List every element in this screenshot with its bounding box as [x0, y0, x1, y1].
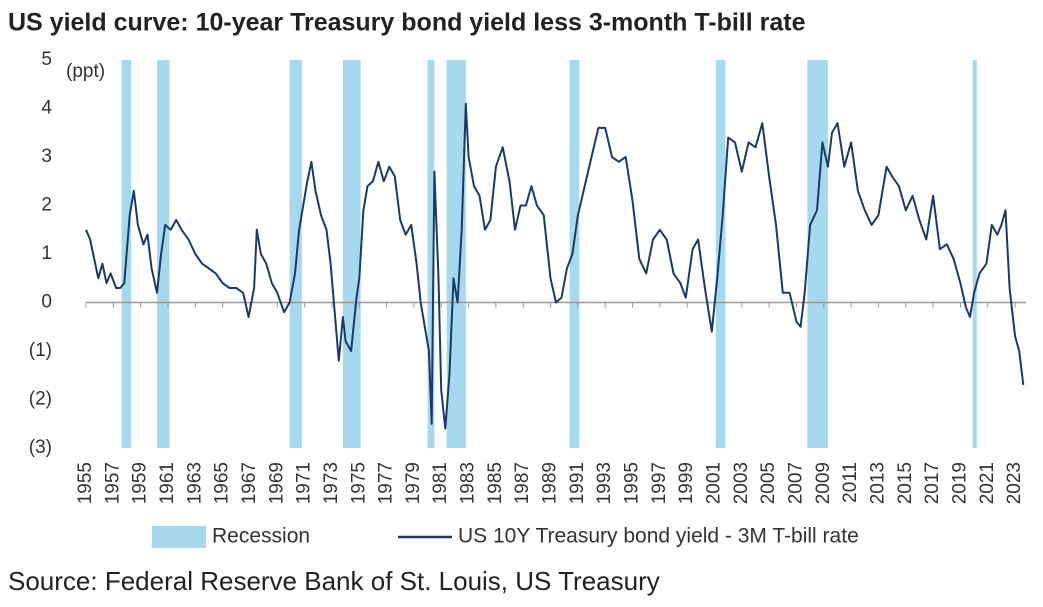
x-tick-label: 1985	[485, 462, 506, 504]
x-tick-label: 1967	[239, 462, 260, 504]
x-tick-label: 2019	[949, 462, 970, 504]
x-tick-label: 1977	[376, 462, 397, 504]
x-tick-label: 2021	[977, 462, 998, 504]
y-tick-label: 0	[41, 292, 52, 313]
y-tick-label: 5	[41, 49, 52, 70]
x-tick-label: 1959	[130, 462, 151, 504]
recession-band	[715, 60, 726, 448]
recession-band	[157, 60, 170, 448]
x-tick-label: 1983	[458, 462, 479, 504]
x-tick-label: 1973	[321, 462, 342, 504]
x-tick-label: 1979	[403, 462, 424, 504]
legend-label: US 10Y Treasury bond yield - 3M T-bill r…	[458, 525, 859, 548]
recession-band	[342, 60, 361, 448]
x-tick-label: 1975	[348, 462, 369, 504]
x-tick-label: 2011	[840, 462, 861, 503]
y-tick-label: 3	[41, 146, 52, 167]
x-tick-label: 1963	[184, 462, 205, 504]
y-tick-label: (1)	[29, 340, 52, 361]
y-tick-label: 4	[41, 98, 52, 119]
x-tick-label: 2013	[867, 462, 888, 504]
x-tick-label: 1987	[512, 462, 533, 504]
recession-band	[289, 60, 302, 448]
x-tick-label: 2005	[758, 462, 779, 504]
x-tick-label: 2009	[813, 462, 834, 504]
x-tick-label: 2023	[1004, 462, 1025, 504]
legend-label: Recession	[212, 525, 310, 548]
recession-band	[569, 60, 580, 448]
source: Source: Federal Reserve Bank of St. Loui…	[8, 566, 660, 596]
x-tick-label: 1993	[594, 462, 615, 504]
y-tick-label: 2	[41, 195, 52, 216]
x-tick-label: 1999	[676, 462, 697, 504]
x-tick-label: 1969	[266, 462, 287, 504]
x-tick-label: 1997	[649, 462, 670, 504]
x-tick-label: 1965	[212, 462, 233, 504]
x-tick-label: 1971	[294, 462, 315, 504]
x-tick-label: 1989	[540, 462, 561, 504]
series-line	[85, 102, 1025, 430]
y-tick-label: 1	[41, 243, 52, 264]
x-tick-label: 1995	[622, 462, 643, 504]
recession-band	[807, 60, 828, 448]
legend-swatch	[152, 526, 206, 548]
x-tick-label: 1961	[157, 462, 178, 504]
x-tick-label: 2015	[895, 462, 916, 504]
x-tick-label: 1991	[567, 462, 588, 504]
recession-band	[446, 60, 466, 448]
recession-band	[972, 60, 977, 448]
x-tick-label: 1981	[430, 462, 451, 504]
y-axis-label: (ppt)	[66, 61, 105, 82]
recession-band	[427, 60, 435, 448]
x-tick-label: 2001	[704, 462, 725, 504]
x-tick-label: 2003	[731, 462, 752, 504]
x-tick-label: 1955	[75, 462, 96, 504]
y-tick-label: (2)	[29, 389, 52, 410]
x-tick-label: 2017	[922, 462, 943, 504]
x-tick-label: 1957	[102, 462, 123, 504]
y-tick-label: (3)	[29, 437, 52, 458]
chart-title: US yield curve: 10-year Treasury bond yi…	[8, 9, 806, 37]
x-tick-label: 2007	[785, 462, 806, 504]
